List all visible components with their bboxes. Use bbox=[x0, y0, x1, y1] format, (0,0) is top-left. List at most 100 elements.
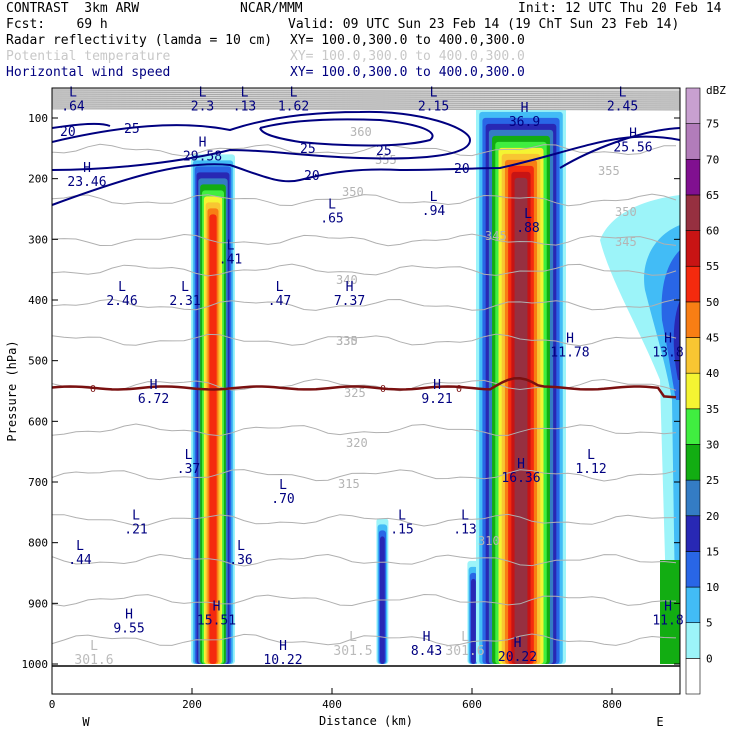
extremum-value-18: 11.78 bbox=[550, 345, 589, 360]
theta-label-10: 310 bbox=[478, 534, 500, 548]
colorbar-swatch-8 bbox=[685, 372, 701, 410]
extremum-letter-1: L bbox=[199, 86, 207, 101]
colorbar-swatch-2 bbox=[685, 586, 701, 624]
wind-contour-1 bbox=[52, 135, 680, 206]
colorbar-label-3: 15 bbox=[706, 545, 719, 558]
extremum-letter-23: H bbox=[517, 457, 525, 472]
wind-label-3: 25 bbox=[376, 144, 392, 159]
theta-upper-line-1 bbox=[52, 91, 680, 95]
y-tick-label-0: 100 bbox=[28, 112, 48, 125]
extremum-value-12: .88 bbox=[516, 221, 539, 236]
extremum-value-21: 9.21 bbox=[421, 392, 452, 407]
theta-label-7: 325 bbox=[344, 386, 366, 400]
theta-upper-line-3 bbox=[52, 95, 680, 99]
colorbar-label-8: 40 bbox=[706, 367, 719, 380]
wind-label-1: 25 bbox=[124, 122, 140, 137]
x-tick-label-2: 400 bbox=[322, 698, 342, 711]
extremum-letter-3: L bbox=[290, 86, 298, 101]
colorbar: 0 5 10 15 20 25 30 35 40 45 50 55 60 65 70 75 dBZ bbox=[685, 84, 726, 695]
extremum-letter-29: L bbox=[76, 539, 84, 554]
y-tick-label-4: 500 bbox=[28, 355, 48, 368]
colorbar-swatch-7 bbox=[685, 408, 701, 445]
colorbar-label-5: 25 bbox=[706, 474, 719, 487]
field-xy-wind: XY= 100.0,300.0 to 400.0,300.0 bbox=[290, 65, 525, 80]
theta-line-1 bbox=[52, 193, 677, 207]
colorbar-label-12: 60 bbox=[706, 225, 719, 238]
column-600km-band-4 bbox=[471, 578, 476, 664]
extremum-value-6: 36.9 bbox=[509, 115, 540, 130]
theta-contours: 3603553503453403353303253203153103453503… bbox=[52, 88, 680, 647]
colorbar-label-2: 10 bbox=[706, 581, 719, 594]
extremum-letter-9: H bbox=[83, 161, 91, 176]
colorbar-label-1: 5 bbox=[706, 617, 713, 630]
field-name-reflectivity: Radar reflectivity (lamda = 10 cm) bbox=[6, 33, 273, 48]
extremum-letter-7: H bbox=[199, 135, 207, 150]
y-tick-label-9: 1000 bbox=[22, 658, 49, 671]
extremum-value-28: .13 bbox=[453, 523, 476, 538]
colorbar-swatch-13 bbox=[685, 194, 701, 231]
theta-upper-line-6 bbox=[52, 101, 680, 105]
extremum-value-30: .36 bbox=[229, 553, 252, 568]
extremum-value-23: 16.36 bbox=[501, 471, 540, 486]
y-axis-label: Pressure (hPa) bbox=[5, 340, 19, 441]
extremum-value-16: .47 bbox=[268, 294, 291, 309]
extremum-letter-15: L bbox=[181, 280, 189, 295]
colorbar-swatch-16 bbox=[685, 87, 701, 124]
extremum-value-19: 13.8 bbox=[652, 345, 683, 360]
header-line2-left: Fcst: 69 h bbox=[6, 17, 108, 32]
extremum-value-26: .21 bbox=[124, 523, 147, 538]
extremum-letter-33: H bbox=[664, 600, 672, 615]
colorbar-label-15: 75 bbox=[706, 118, 719, 131]
colorbar-label-6: 30 bbox=[706, 438, 719, 451]
colorbar-swatch-4 bbox=[685, 515, 701, 552]
extremum-value-39: 20.22 bbox=[498, 650, 537, 665]
theta-upper-line-2 bbox=[52, 93, 680, 97]
theta-label-5: 335 bbox=[336, 334, 358, 348]
extremum-value-29: .44 bbox=[68, 553, 92, 568]
extremum-letter-5: L bbox=[619, 86, 627, 101]
extremum-letter-38: L bbox=[461, 630, 469, 645]
extremum-letter-6: H bbox=[521, 101, 529, 116]
extremum-value-36: 301.5 bbox=[333, 644, 372, 659]
x-axis-label: Distance (km) bbox=[319, 714, 413, 728]
extremum-value-5: 2.45 bbox=[607, 100, 638, 115]
theta-label-2: 350 bbox=[342, 185, 364, 199]
y-tick-label-8: 900 bbox=[28, 597, 48, 610]
y-tick-label-1: 200 bbox=[28, 173, 48, 186]
extremum-value-27: .15 bbox=[390, 523, 413, 538]
theta-upper-line-8 bbox=[52, 105, 680, 109]
extremum-letter-31: H bbox=[125, 607, 133, 622]
colorbar-label-14: 70 bbox=[706, 153, 719, 166]
extremum-value-31: 9.55 bbox=[113, 621, 144, 636]
extremum-letter-28: L bbox=[461, 509, 469, 524]
field-name-wind: Horizontal wind speed bbox=[6, 65, 171, 80]
field-xy-reflectivity: XY= 100.0,300.0 to 400.0,300.0 bbox=[290, 33, 525, 48]
y-tick-label-5: 600 bbox=[28, 415, 48, 428]
header-line1-left: CONTRAST 3km ARW bbox=[6, 1, 140, 16]
extremum-letter-27: L bbox=[398, 509, 406, 524]
extremum-value-10: .65 bbox=[320, 211, 343, 226]
colorbar-swatch-12 bbox=[685, 230, 701, 267]
y-tick-label-2: 300 bbox=[28, 233, 48, 246]
theta-upper-line-7 bbox=[52, 103, 680, 107]
theta-upper-line-4 bbox=[52, 97, 680, 101]
colorbar-label-4: 20 bbox=[706, 510, 719, 523]
wind-contour-4 bbox=[559, 127, 680, 169]
colorbar-swatch-6 bbox=[685, 444, 701, 481]
extremum-letter-35: H bbox=[279, 639, 287, 654]
extremum-letter-8: H bbox=[629, 126, 637, 141]
column-230km-band-11 bbox=[209, 214, 217, 664]
x-tick-label-4: 800 bbox=[602, 698, 622, 711]
freezing-label-2: 0 bbox=[456, 384, 462, 395]
theta-label-13: 355 bbox=[598, 164, 620, 178]
extremum-letter-19: H bbox=[664, 331, 672, 346]
plot-background bbox=[52, 88, 680, 694]
extremum-value-7: 29.58 bbox=[183, 149, 222, 164]
extremum-value-35: 10.22 bbox=[263, 653, 302, 668]
x-tick-label-3: 600 bbox=[462, 698, 482, 711]
extremum-value-13: .41 bbox=[219, 253, 242, 268]
freezing-level-line bbox=[52, 377, 677, 399]
extremum-value-22: .37 bbox=[177, 462, 200, 477]
extremum-value-20: 6.72 bbox=[138, 392, 169, 407]
theta-label-1: 355 bbox=[375, 153, 397, 167]
